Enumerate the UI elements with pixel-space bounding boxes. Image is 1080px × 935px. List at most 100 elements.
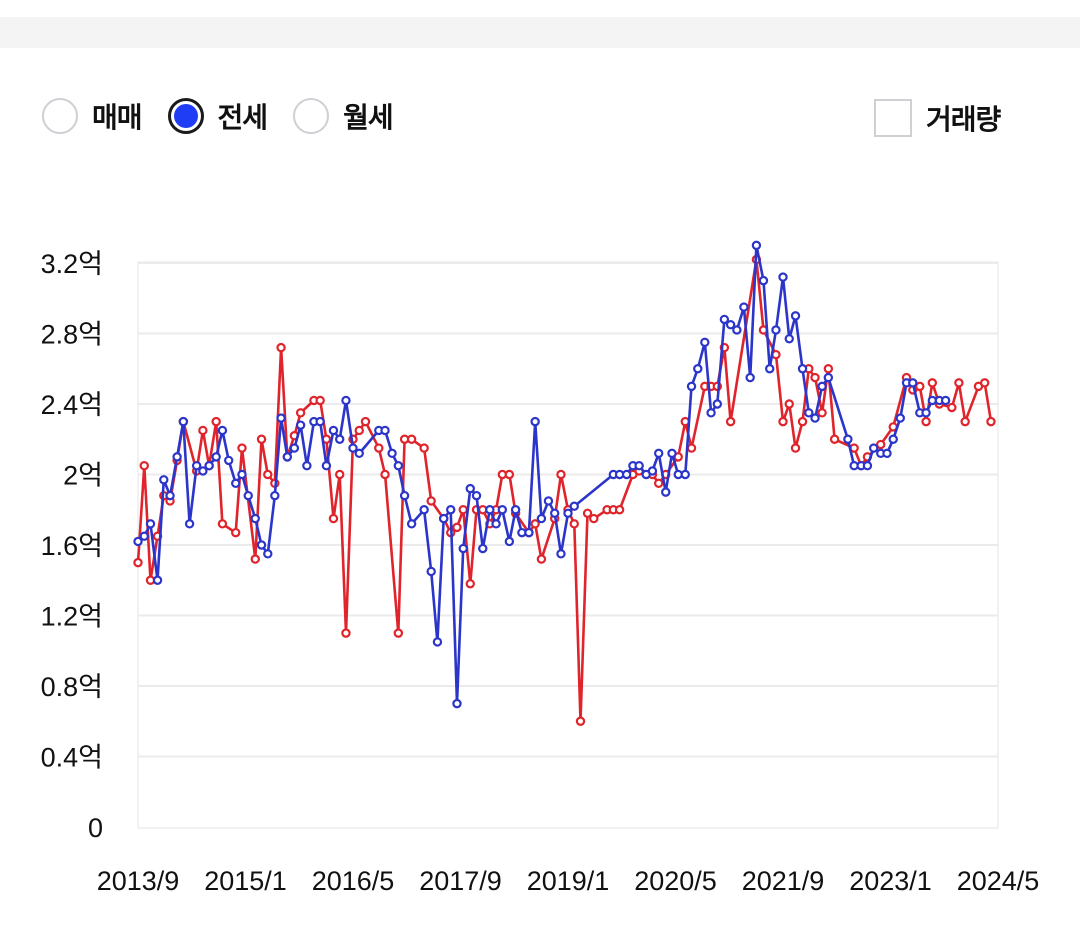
data-point: [810, 413, 820, 423]
data-point: [211, 416, 221, 427]
data-point: [797, 364, 808, 374]
radio-circle-icon[interactable]: [42, 98, 78, 134]
data-point: [237, 469, 247, 480]
data-point: [399, 490, 410, 501]
data-point: [862, 460, 873, 471]
x-tick-label: 2024/5: [957, 866, 1040, 896]
data-point: [159, 475, 169, 485]
data-point: [575, 716, 586, 726]
radio-jeonse[interactable]: 전세: [167, 96, 268, 136]
data-point: [426, 566, 436, 577]
data-point: [354, 425, 364, 436]
radio-sale[interactable]: 매매: [42, 96, 143, 136]
data-point: [504, 536, 515, 547]
x-tick-label: 2019/1: [527, 866, 610, 896]
data-point: [829, 434, 840, 444]
data-point: [653, 478, 664, 489]
x-tick-label: 2017/9: [419, 866, 502, 896]
data-point: [810, 372, 820, 383]
data-point: [876, 439, 886, 450]
data-point: [250, 513, 260, 524]
data-point: [237, 443, 247, 453]
data-point: [354, 448, 364, 459]
data-point: [680, 469, 690, 480]
data-point: [712, 399, 723, 409]
data-point: [282, 452, 293, 462]
data-point: [360, 416, 371, 427]
data-point: [217, 425, 228, 436]
data-point: [139, 460, 149, 471]
data-point: [380, 469, 390, 480]
data-point: [550, 508, 560, 518]
data-point: [927, 378, 938, 388]
data-point: [263, 469, 273, 480]
data-point: [387, 448, 397, 459]
data-point: [661, 487, 671, 497]
radio-selected-icon[interactable]: [167, 98, 204, 134]
data-point: [706, 408, 716, 418]
data-point: [868, 443, 879, 453]
data-point: [165, 490, 175, 501]
data-point: [667, 448, 677, 459]
data-point: [888, 434, 898, 444]
data-point: [778, 416, 788, 427]
data-point: [458, 505, 468, 515]
data-point: [172, 452, 182, 462]
data-point: [315, 416, 325, 427]
data-point: [790, 311, 801, 321]
radio-circle-icon[interactable]: [293, 98, 330, 134]
data-point: [751, 240, 762, 251]
data-point: [732, 325, 742, 335]
data-point: [295, 420, 306, 430]
data-point: [302, 460, 312, 471]
data-point: [406, 434, 417, 444]
data-point: [432, 637, 443, 647]
data-point: [276, 413, 286, 423]
data-point: [335, 469, 345, 480]
data-point: [231, 478, 241, 489]
data-point: [465, 483, 475, 494]
checkbox-icon[interactable]: [874, 99, 912, 137]
radio-monthly-rent-label: 월세: [343, 101, 394, 134]
data-point: [765, 364, 775, 374]
data-point: [980, 378, 990, 388]
data-point: [452, 522, 462, 533]
x-tick-label: 2016/5: [312, 866, 395, 896]
data-point: [895, 413, 905, 423]
data-point: [915, 381, 925, 392]
data-point: [458, 543, 468, 554]
data-point: [211, 452, 221, 462]
volume-checkbox[interactable]: 거래량: [874, 98, 1001, 138]
data-point: [276, 342, 286, 353]
data-point: [843, 434, 853, 444]
data-point: [940, 395, 951, 406]
data-point: [256, 540, 267, 550]
data-point: [289, 443, 300, 453]
data-point: [270, 490, 280, 501]
data-point: [263, 549, 273, 559]
data-point: [739, 302, 749, 312]
data-point: [419, 443, 429, 453]
data-point: [471, 490, 482, 501]
top-bar: [0, 17, 1080, 48]
data-point: [250, 554, 260, 564]
data-point: [256, 434, 267, 444]
data-point: [198, 425, 208, 436]
x-tick-label: 2023/1: [849, 866, 932, 896]
data-point: [198, 466, 208, 476]
data-point: [321, 460, 332, 471]
data-point: [223, 455, 234, 466]
data-point: [771, 325, 781, 335]
data-point: [621, 469, 632, 480]
data-point: [315, 395, 325, 406]
data-point: [191, 460, 202, 471]
data-point: [582, 508, 593, 518]
data-point: [614, 505, 625, 515]
radio-sale-label: 매매: [92, 101, 143, 134]
radio-monthly-rent[interactable]: 월세: [293, 96, 394, 136]
data-point: [784, 334, 794, 344]
y-tick-label: 2.4억: [41, 390, 103, 420]
data-point: [700, 337, 710, 348]
data-point: [921, 416, 931, 427]
data-point: [243, 490, 253, 501]
